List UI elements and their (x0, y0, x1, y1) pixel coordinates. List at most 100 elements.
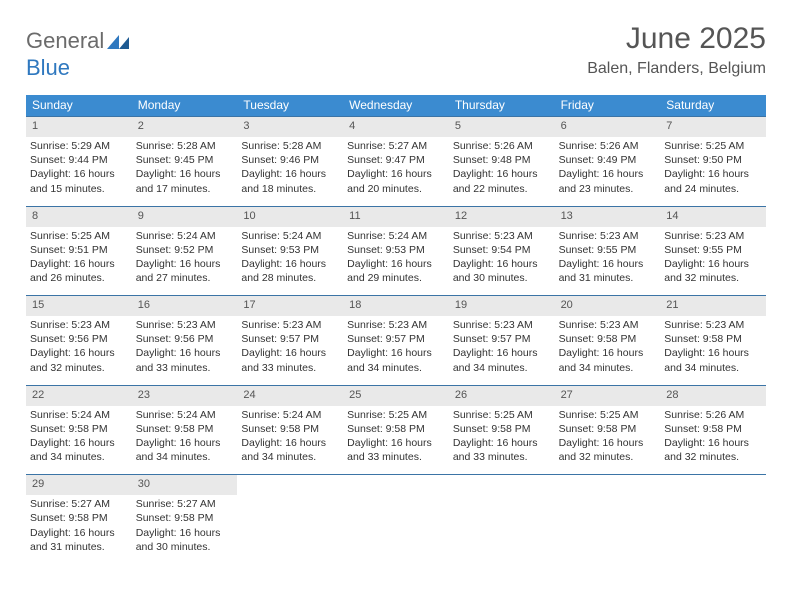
weekday-header: Sunday Monday Tuesday Wednesday Thursday… (26, 95, 766, 116)
day-cell: 4Sunrise: 5:27 AMSunset: 9:47 PMDaylight… (343, 117, 449, 200)
day-cell: 16Sunrise: 5:23 AMSunset: 9:56 PMDayligh… (132, 296, 238, 379)
sunrise-text: Sunrise: 5:27 AM (136, 497, 234, 511)
day-cell: 28Sunrise: 5:26 AMSunset: 9:58 PMDayligh… (660, 386, 766, 469)
day-cell: 10Sunrise: 5:24 AMSunset: 9:53 PMDayligh… (237, 207, 343, 290)
daylight-text: Daylight: 16 hours and 34 minutes. (136, 436, 234, 464)
day-number: 27 (555, 386, 661, 406)
day-body: Sunrise: 5:23 AMSunset: 9:57 PMDaylight:… (343, 318, 449, 379)
weekday-cell: Wednesday (343, 95, 449, 116)
sunrise-text: Sunrise: 5:25 AM (453, 408, 551, 422)
sunset-text: Sunset: 9:52 PM (136, 243, 234, 257)
day-number: 6 (555, 117, 661, 137)
sunrise-text: Sunrise: 5:23 AM (30, 318, 128, 332)
empty-cell (555, 475, 661, 558)
day-number: 17 (237, 296, 343, 316)
sunset-text: Sunset: 9:57 PM (241, 332, 339, 346)
daylight-text: Daylight: 16 hours and 31 minutes. (559, 257, 657, 285)
day-cell: 14Sunrise: 5:23 AMSunset: 9:55 PMDayligh… (660, 207, 766, 290)
day-body: Sunrise: 5:23 AMSunset: 9:57 PMDaylight:… (237, 318, 343, 379)
day-number: 5 (449, 117, 555, 137)
sunrise-text: Sunrise: 5:24 AM (136, 229, 234, 243)
day-body: Sunrise: 5:27 AMSunset: 9:58 PMDaylight:… (132, 497, 238, 558)
daylight-text: Daylight: 16 hours and 28 minutes. (241, 257, 339, 285)
sunset-text: Sunset: 9:58 PM (453, 422, 551, 436)
sunrise-text: Sunrise: 5:23 AM (241, 318, 339, 332)
day-cell: 3Sunrise: 5:28 AMSunset: 9:46 PMDaylight… (237, 117, 343, 200)
sunrise-text: Sunrise: 5:25 AM (347, 408, 445, 422)
sunrise-text: Sunrise: 5:26 AM (664, 408, 762, 422)
day-number: 15 (26, 296, 132, 316)
sunset-text: Sunset: 9:58 PM (559, 422, 657, 436)
day-cell: 1Sunrise: 5:29 AMSunset: 9:44 PMDaylight… (26, 117, 132, 200)
day-body: Sunrise: 5:23 AMSunset: 9:58 PMDaylight:… (555, 318, 661, 379)
day-body: Sunrise: 5:24 AMSunset: 9:53 PMDaylight:… (343, 229, 449, 290)
day-body: Sunrise: 5:28 AMSunset: 9:46 PMDaylight:… (237, 139, 343, 200)
sunrise-text: Sunrise: 5:27 AM (347, 139, 445, 153)
day-cell: 23Sunrise: 5:24 AMSunset: 9:58 PMDayligh… (132, 386, 238, 469)
day-body: Sunrise: 5:23 AMSunset: 9:56 PMDaylight:… (132, 318, 238, 379)
sunset-text: Sunset: 9:58 PM (136, 422, 234, 436)
title-block: June 2025 Balen, Flanders, Belgium (587, 22, 766, 78)
day-cell: 12Sunrise: 5:23 AMSunset: 9:54 PMDayligh… (449, 207, 555, 290)
day-cell: 22Sunrise: 5:24 AMSunset: 9:58 PMDayligh… (26, 386, 132, 469)
daylight-text: Daylight: 16 hours and 34 minutes. (664, 346, 762, 374)
day-cell: 7Sunrise: 5:25 AMSunset: 9:50 PMDaylight… (660, 117, 766, 200)
sunset-text: Sunset: 9:53 PM (241, 243, 339, 257)
daylight-text: Daylight: 16 hours and 34 minutes. (347, 346, 445, 374)
sunrise-text: Sunrise: 5:25 AM (30, 229, 128, 243)
day-number: 18 (343, 296, 449, 316)
day-body: Sunrise: 5:26 AMSunset: 9:58 PMDaylight:… (660, 408, 766, 469)
sunset-text: Sunset: 9:57 PM (453, 332, 551, 346)
daylight-text: Daylight: 16 hours and 22 minutes. (453, 167, 551, 195)
day-number: 14 (660, 207, 766, 227)
day-body: Sunrise: 5:24 AMSunset: 9:58 PMDaylight:… (237, 408, 343, 469)
day-body: Sunrise: 5:25 AMSunset: 9:58 PMDaylight:… (449, 408, 555, 469)
logo-text: General Blue (26, 28, 129, 81)
month-title: June 2025 (587, 22, 766, 56)
sunset-text: Sunset: 9:57 PM (347, 332, 445, 346)
day-cell: 17Sunrise: 5:23 AMSunset: 9:57 PMDayligh… (237, 296, 343, 379)
day-number: 3 (237, 117, 343, 137)
day-number: 28 (660, 386, 766, 406)
sunset-text: Sunset: 9:58 PM (136, 511, 234, 525)
day-cell: 6Sunrise: 5:26 AMSunset: 9:49 PMDaylight… (555, 117, 661, 200)
calendar: Sunday Monday Tuesday Wednesday Thursday… (26, 95, 766, 558)
day-body: Sunrise: 5:25 AMSunset: 9:51 PMDaylight:… (26, 229, 132, 290)
weeks-container: 1Sunrise: 5:29 AMSunset: 9:44 PMDaylight… (26, 116, 766, 558)
sunset-text: Sunset: 9:53 PM (347, 243, 445, 257)
calendar-page: General Blue June 2025 Balen, Flanders, … (0, 0, 792, 578)
daylight-text: Daylight: 16 hours and 32 minutes. (30, 346, 128, 374)
daylight-text: Daylight: 16 hours and 30 minutes. (453, 257, 551, 285)
sunset-text: Sunset: 9:54 PM (453, 243, 551, 257)
day-cell: 29Sunrise: 5:27 AMSunset: 9:58 PMDayligh… (26, 475, 132, 558)
day-number: 29 (26, 475, 132, 495)
sunrise-text: Sunrise: 5:28 AM (241, 139, 339, 153)
logo-part2: Blue (26, 55, 70, 80)
sunrise-text: Sunrise: 5:24 AM (241, 408, 339, 422)
daylight-text: Daylight: 16 hours and 33 minutes. (453, 436, 551, 464)
day-number: 10 (237, 207, 343, 227)
day-cell: 19Sunrise: 5:23 AMSunset: 9:57 PMDayligh… (449, 296, 555, 379)
sunset-text: Sunset: 9:55 PM (559, 243, 657, 257)
weekday-cell: Tuesday (237, 95, 343, 116)
daylight-text: Daylight: 16 hours and 32 minutes. (664, 257, 762, 285)
logo-part1: General (26, 28, 104, 53)
sunset-text: Sunset: 9:47 PM (347, 153, 445, 167)
sunset-text: Sunset: 9:58 PM (347, 422, 445, 436)
daylight-text: Daylight: 16 hours and 24 minutes. (664, 167, 762, 195)
day-body: Sunrise: 5:26 AMSunset: 9:49 PMDaylight:… (555, 139, 661, 200)
day-number: 24 (237, 386, 343, 406)
day-cell: 13Sunrise: 5:23 AMSunset: 9:55 PMDayligh… (555, 207, 661, 290)
sunset-text: Sunset: 9:58 PM (241, 422, 339, 436)
day-body: Sunrise: 5:23 AMSunset: 9:57 PMDaylight:… (449, 318, 555, 379)
day-body: Sunrise: 5:24 AMSunset: 9:52 PMDaylight:… (132, 229, 238, 290)
sunset-text: Sunset: 9:58 PM (559, 332, 657, 346)
day-body: Sunrise: 5:23 AMSunset: 9:54 PMDaylight:… (449, 229, 555, 290)
sunset-text: Sunset: 9:55 PM (664, 243, 762, 257)
day-body: Sunrise: 5:23 AMSunset: 9:58 PMDaylight:… (660, 318, 766, 379)
sunrise-text: Sunrise: 5:28 AM (136, 139, 234, 153)
daylight-text: Daylight: 16 hours and 33 minutes. (347, 436, 445, 464)
sunset-text: Sunset: 9:49 PM (559, 153, 657, 167)
daylight-text: Daylight: 16 hours and 27 minutes. (136, 257, 234, 285)
sunset-text: Sunset: 9:58 PM (664, 332, 762, 346)
